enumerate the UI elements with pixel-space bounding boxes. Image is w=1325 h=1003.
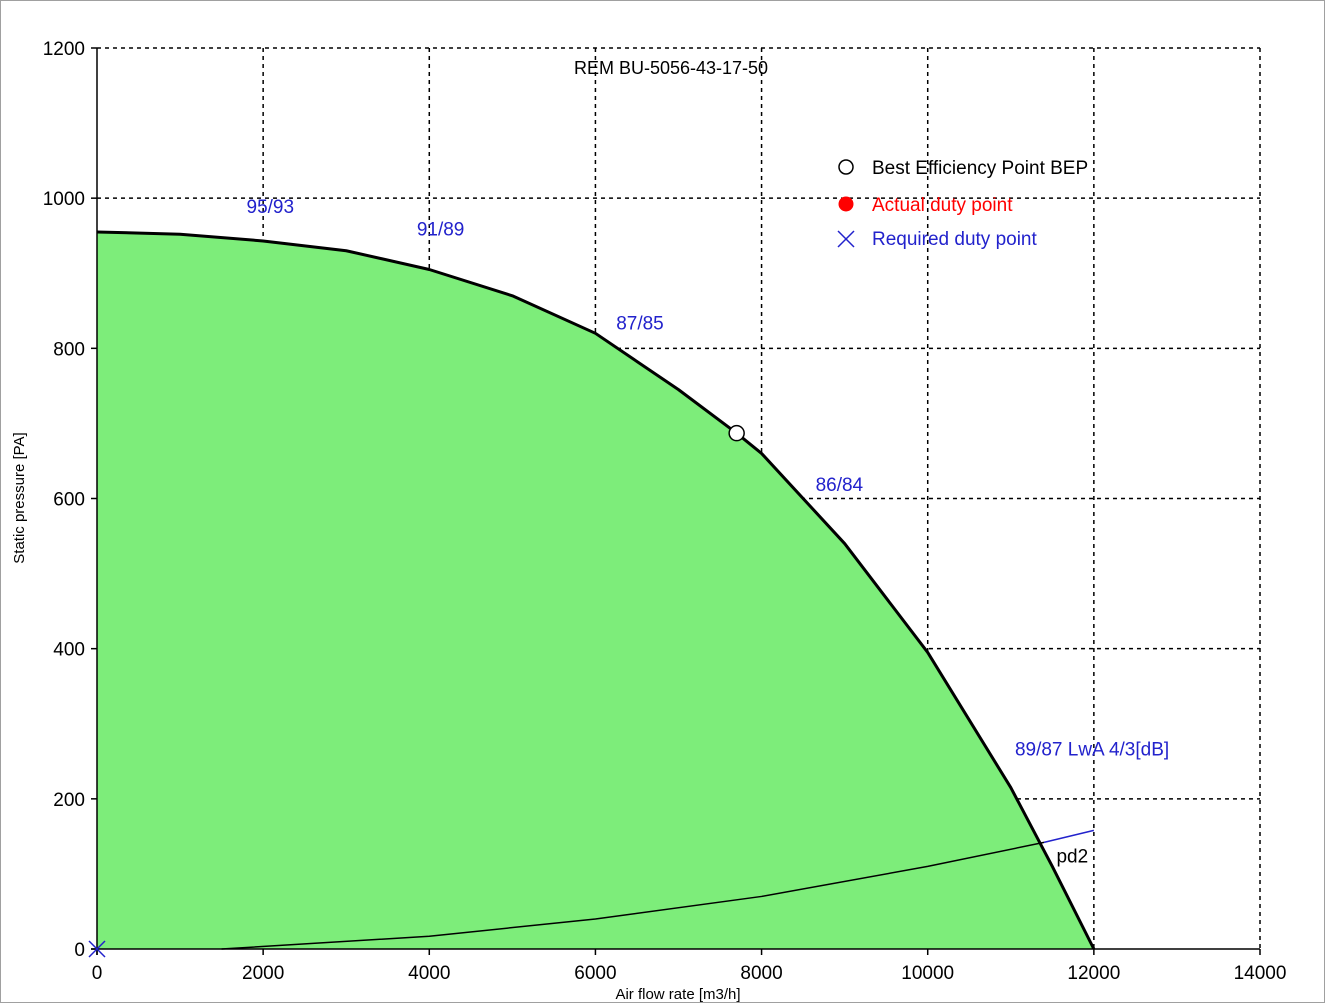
fan-operating-area <box>97 231 1094 949</box>
x-tick-label: 0 <box>92 963 103 984</box>
axis-ticks: 0 2000 4000 6000 8000 10000 12000 14000 0 200 400 6… <box>43 39 1287 984</box>
legend-actual-duty-marker <box>838 196 854 212</box>
sound-level-label: 86/84 <box>816 475 864 496</box>
sound-level-label: 87/85 <box>616 314 664 335</box>
system-curve-pd2 <box>221 841 1045 950</box>
x-tick-label: 10000 <box>901 963 954 984</box>
y-tick-label: 1000 <box>43 189 85 210</box>
y-tick-label: 600 <box>53 490 85 511</box>
legend-bep-label: Best Efficiency Point BEP <box>872 158 1088 179</box>
x-tick-label: 4000 <box>408 963 450 984</box>
x-tick-label: 6000 <box>574 963 616 984</box>
required-duty-marker <box>88 940 106 958</box>
sound-level-label: 89/87 LwA 4/3[dB] <box>1015 739 1169 760</box>
axes <box>91 48 1260 955</box>
y-tick-label: 1200 <box>43 39 85 60</box>
legend: Best Efficiency Point BEP Actual duty po… <box>837 158 1088 250</box>
x-tick-label: 8000 <box>740 963 782 984</box>
x-tick-label: 12000 <box>1067 963 1120 984</box>
chart-title: REM BU-5056-43-17-50 <box>574 58 768 78</box>
x-axis-label: Air flow rate [m3/h] <box>615 986 740 1003</box>
y-axis-label: Static pressure [PA] <box>11 432 28 563</box>
sound-annotations: 95/93 91/89 87/85 86/84 89/87 LwA 4/3[dB] pd2 <box>247 197 1170 867</box>
sound-level-label: 95/93 <box>247 197 295 218</box>
duty-markers <box>88 424 745 958</box>
legend-bep-marker <box>838 159 854 175</box>
pd2-label: pd2 <box>1056 847 1088 868</box>
fan-curve-line <box>96 230 1096 950</box>
legend-required-duty-label: Required duty point <box>872 229 1037 250</box>
x-tick-label: 2000 <box>242 963 284 984</box>
x-tick-label: 14000 <box>1234 963 1287 984</box>
y-tick-label: 0 <box>74 940 85 961</box>
system-curve-pd2-extension <box>1043 829 1095 844</box>
bep-marker <box>728 424 745 442</box>
y-tick-label: 200 <box>53 790 85 811</box>
legend-actual-duty-label: Actual duty point <box>872 195 1013 216</box>
legend-required-duty-marker <box>837 230 855 248</box>
sound-level-label: 91/89 <box>417 220 465 241</box>
y-tick-label: 400 <box>53 640 85 661</box>
y-tick-label: 800 <box>53 339 85 360</box>
